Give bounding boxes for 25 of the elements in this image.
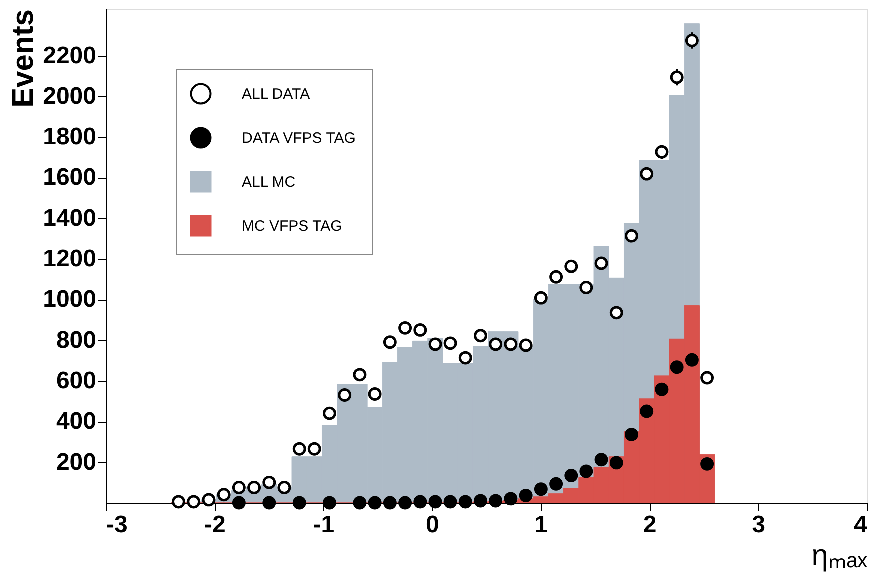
x-tick-label: 0	[426, 512, 440, 538]
legend-label: ALL MC	[242, 174, 296, 191]
y-tick-label: 1000	[43, 286, 96, 314]
y-tick-label: 2000	[43, 82, 96, 110]
y-tick-label: 1200	[43, 246, 96, 273]
x-tick-label: -2	[204, 512, 226, 538]
x-tick-label: 1	[534, 512, 548, 538]
legend-label: MC VFPS TAG	[242, 218, 342, 235]
y-tick-label: 600	[56, 368, 96, 395]
y-tick-label: 800	[56, 326, 96, 354]
y-tick-label: 1800	[43, 124, 96, 151]
legend-label: ALL DATA	[242, 86, 310, 103]
y-tick-label: 1400	[43, 204, 96, 232]
y-tick-label: 200	[56, 448, 96, 476]
x-tick-label: 2	[643, 512, 657, 538]
y-axis-title: Events	[7, 10, 40, 108]
x-tick-label: -1	[313, 512, 335, 538]
x-tick-label: 3	[752, 512, 766, 538]
y-tick-label: 2200	[43, 42, 96, 70]
x-tick-label: -3	[106, 512, 128, 538]
y-tick-label: 1600	[43, 164, 96, 192]
x-tick-label: 4	[854, 512, 868, 538]
legend-label: DATA VFPS TAG	[242, 130, 356, 147]
y-tick-label: 400	[56, 408, 96, 436]
x-axis-title: ηₘₐₓ	[812, 540, 868, 572]
